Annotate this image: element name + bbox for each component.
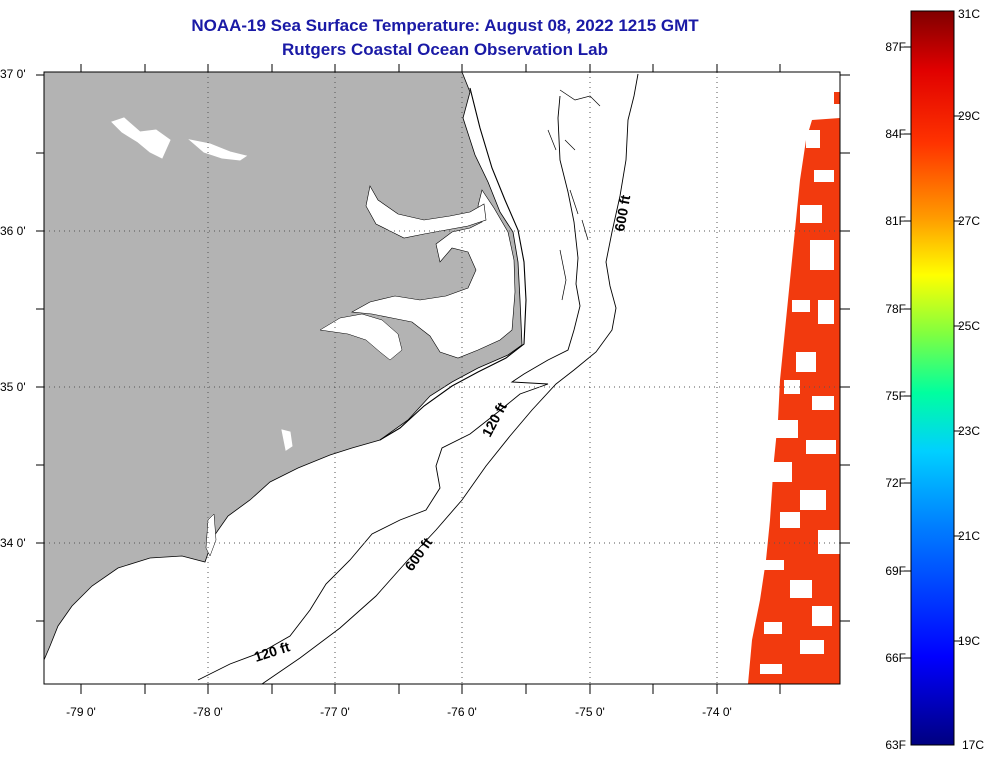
cb-f-87: 87F (885, 40, 906, 54)
small-lake (281, 429, 293, 451)
shoal-marks (547, 89, 601, 301)
cb-f-78: 78F (885, 302, 906, 316)
map-title: NOAA-19 Sea Surface Temperature: August … (191, 16, 699, 35)
map-subtitle: Rutgers Coastal Ocean Observation Lab (282, 40, 608, 59)
colorbar (910, 10, 955, 746)
contour-120ft (197, 95, 581, 681)
neuse-river (319, 313, 403, 361)
cb-f-66: 66F (885, 651, 906, 665)
cape-fear-river (205, 513, 217, 557)
lon-label-79: -79 0' (66, 705, 96, 719)
lat-label-37: 37 0' (0, 67, 26, 81)
cb-f-63: 63F (885, 738, 906, 752)
cb-c-25: 25C (958, 319, 980, 333)
lon-label-76: -76 0' (447, 705, 477, 719)
kerr-lake (111, 117, 171, 159)
lon-label-78: -78 0' (193, 705, 223, 719)
cb-f-84: 84F (885, 127, 906, 141)
cb-c-23: 23C (958, 424, 980, 438)
map-frame (43, 71, 841, 685)
cb-c-27: 27C (958, 214, 980, 228)
cb-f-75: 75F (885, 389, 906, 403)
lon-label-74: -74 0' (702, 705, 732, 719)
lon-label-77: -77 0' (320, 705, 350, 719)
albemarle-sound (365, 185, 487, 239)
contour-600ft (261, 73, 639, 684)
colorbar-ticks (904, 46, 961, 659)
graticule (44, 72, 840, 684)
gaston-lake (188, 139, 248, 161)
outer-banks (379, 87, 527, 441)
cb-c-21: 21C (958, 529, 980, 543)
pamlico-sound (351, 189, 516, 359)
lat-label-34: 34 0' (0, 536, 26, 550)
contour-label-600ft-north: 600 ft (611, 193, 633, 232)
sst-data-patches (748, 92, 840, 684)
lat-label-36: 36 0' (0, 224, 26, 238)
axis-ticks (36, 64, 850, 694)
cb-f-72: 72F (885, 476, 906, 490)
cb-c-17: 17C (962, 738, 984, 752)
cb-f-81: 81F (885, 214, 906, 228)
cb-f-69: 69F (885, 564, 906, 578)
cb-c-31: 31C (958, 7, 980, 21)
lon-label-75: -75 0' (575, 705, 605, 719)
cb-c-29: 29C (958, 109, 980, 123)
lat-label-35: 35 0' (0, 380, 26, 394)
cb-c-19: 19C (958, 634, 980, 648)
